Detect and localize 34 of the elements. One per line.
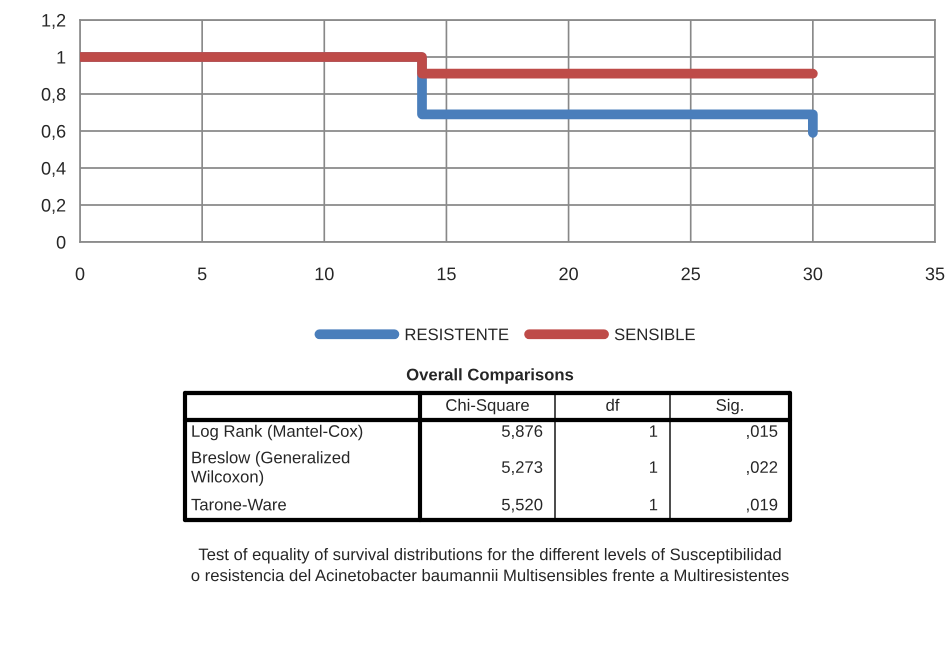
text: Breslow (Generalized Wilcoxon) — [191, 451, 350, 486]
y-tick-label: 0 — [56, 236, 66, 249]
text: 5,876 — [502, 425, 542, 439]
x-tick-label: 5 — [198, 268, 206, 280]
text: 1 — [650, 461, 658, 473]
x-tick-label: 15 — [438, 268, 456, 280]
text: Tarone-Ware — [191, 498, 286, 510]
x-tick-label: 30 — [804, 267, 822, 280]
x-tick-label: 25 — [682, 267, 700, 280]
text: Chi-Square — [446, 398, 529, 414]
y-tick-label: 0,6 — [42, 124, 66, 140]
text: Sig. — [716, 398, 743, 414]
text: 5,273 — [502, 461, 542, 475]
x-tick-label: 10 — [316, 267, 334, 280]
text: ,022 — [747, 461, 778, 475]
legend-label: RESISTENTE — [406, 328, 508, 340]
legend-label: SENSIBLE — [614, 328, 695, 340]
text: 5,520 — [502, 498, 542, 512]
y-tick-label: 0,4 — [42, 162, 66, 177]
y-tick-label: 0,2 — [42, 198, 66, 214]
y-tick-label: 0,8 — [42, 88, 66, 103]
text: df — [606, 398, 620, 411]
x-tick-label: 20 — [559, 267, 578, 280]
text: ,019 — [747, 498, 778, 512]
y-tick-label: 1,2 — [42, 14, 66, 29]
text: Test of equality of survival distributions for the different levels of Susceptibilidad o resistencia del Acinetobacter baumannii Multisensibles frente a Multiresistentes — [191, 548, 789, 582]
x-tick-label: 0 — [76, 267, 84, 280]
y-tick-label: 1 — [57, 51, 66, 64]
text: 1 — [650, 425, 658, 437]
text: ,015 — [747, 425, 778, 439]
text: 1 — [650, 498, 658, 510]
x-tick-label: 35 — [926, 267, 944, 280]
text: Overall Comparisons — [406, 368, 574, 384]
text: Log Rank (Mantel-Cox) — [192, 424, 362, 440]
